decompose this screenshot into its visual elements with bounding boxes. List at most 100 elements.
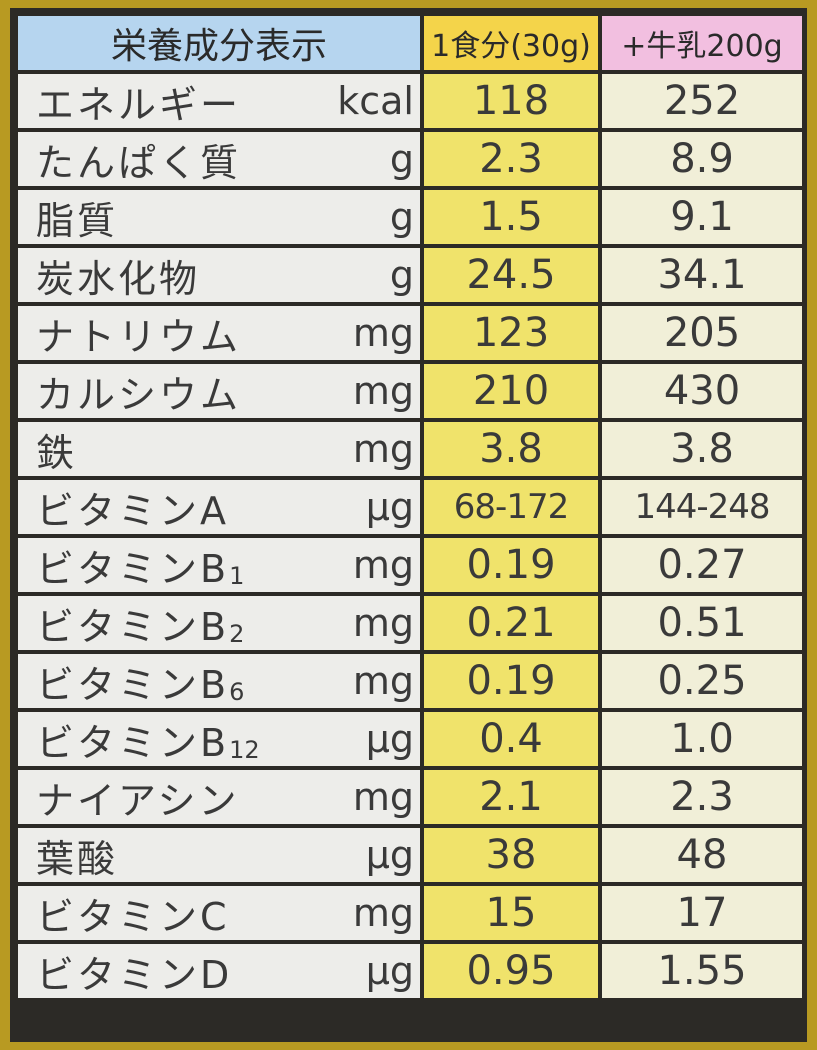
nutrient-unit: mg — [352, 775, 414, 819]
nutrient-cell: ビタミンB1 mg — [18, 538, 420, 592]
nutrient-name: ビタミンA — [36, 488, 229, 533]
nutrient-cell: ビタミンB12 μg — [18, 712, 420, 766]
value-per-serving: 2.1 — [424, 770, 598, 824]
table-header-row: 栄養成分表示 1食分(30g) +牛乳200g — [18, 16, 802, 70]
table-row: 脂質 g 1.5 9.1 — [18, 190, 802, 244]
nutrient-cell: ビタミンB2 mg — [18, 596, 420, 650]
value-per-serving: 0.19 — [424, 654, 598, 708]
nutrient-cell: ナトリウム mg — [18, 306, 420, 360]
nutrient-cell: ビタミンA μg — [18, 480, 420, 534]
value-with-milk: 0.25 — [602, 654, 802, 708]
value-with-milk: 144-248 — [602, 480, 802, 534]
value-per-serving: 0.95 — [424, 944, 598, 998]
nutrient-name: ビタミンD — [36, 952, 233, 997]
value-with-milk: 430 — [602, 364, 802, 418]
nutrient-subscript: 2 — [229, 619, 245, 648]
table-row: ビタミンA μg 68-172 144-248 — [18, 480, 802, 534]
nutrient-cell: ビタミンD μg — [18, 944, 420, 998]
nutrient-cell: 葉酸 μg — [18, 828, 420, 882]
column-header-per-serving: 1食分(30g) — [424, 16, 598, 70]
table-row: 鉄 mg 3.8 3.8 — [18, 422, 802, 476]
nutrient-name: 炭水化物 — [36, 256, 201, 301]
table-row: ビタミンD μg 0.95 1.55 — [18, 944, 802, 998]
value-with-milk: 0.51 — [602, 596, 802, 650]
nutrient-cell: カルシウム mg — [18, 364, 420, 418]
nutrient-unit: mg — [352, 369, 414, 413]
nutrient-cell: 脂質 g — [18, 190, 420, 244]
nutrient-unit: μg — [365, 717, 414, 761]
column-header-with-milk: +牛乳200g — [602, 16, 802, 70]
nutrient-name: カルシウム — [36, 372, 242, 417]
nutrient-subscript: 6 — [229, 677, 245, 706]
nutrient-name: ナトリウム — [36, 314, 242, 359]
nutrient-cell: 炭水化物 g — [18, 248, 420, 302]
nutrient-name: ビタミンB6 — [36, 662, 245, 707]
nutrient-cell: エネルギー kcal — [18, 74, 420, 128]
table-row: ビタミンB1 mg 0.19 0.27 — [18, 538, 802, 592]
nutrient-unit: μg — [365, 833, 414, 877]
value-per-serving: 0.4 — [424, 712, 598, 766]
table-row: ビタミンB12 μg 0.4 1.0 — [18, 712, 802, 766]
nutrient-unit: mg — [352, 311, 414, 355]
nutrient-unit: μg — [365, 949, 414, 993]
nutrient-cell: ナイアシン mg — [18, 770, 420, 824]
nutrient-name: エネルギー — [36, 82, 242, 127]
value-per-serving: 2.3 — [424, 132, 598, 186]
nutrient-cell: ビタミンC mg — [18, 886, 420, 940]
nutrient-unit: μg — [365, 485, 414, 529]
nutrition-table: 栄養成分表示 1食分(30g) +牛乳200g エネルギー kcal 118 2… — [14, 12, 806, 1002]
nutrient-unit: kcal — [337, 79, 414, 123]
value-per-serving: 0.19 — [424, 538, 598, 592]
value-per-serving: 210 — [424, 364, 598, 418]
value-per-serving: 68-172 — [424, 480, 598, 534]
table-row: 炭水化物 g 24.5 34.1 — [18, 248, 802, 302]
nutrient-unit: mg — [352, 601, 414, 645]
nutrient-name: ビタミンB12 — [36, 720, 260, 765]
value-per-serving: 0.21 — [424, 596, 598, 650]
nutrient-name: たんぱく質 — [36, 140, 242, 185]
nutrient-name: 脂質 — [36, 198, 119, 243]
table-row: 葉酸 μg 38 48 — [18, 828, 802, 882]
value-with-milk: 252 — [602, 74, 802, 128]
table-row: ビタミンB6 mg 0.19 0.25 — [18, 654, 802, 708]
nutrient-name: ビタミンC — [36, 894, 230, 939]
nutrient-unit: g — [389, 137, 414, 181]
nutrient-cell: ビタミンB6 mg — [18, 654, 420, 708]
value-with-milk: 1.55 — [602, 944, 802, 998]
value-per-serving: 123 — [424, 306, 598, 360]
nutrient-unit: mg — [352, 543, 414, 587]
table-row: ビタミンC mg 15 17 — [18, 886, 802, 940]
value-with-milk: 34.1 — [602, 248, 802, 302]
value-per-serving: 15 — [424, 886, 598, 940]
value-per-serving: 1.5 — [424, 190, 598, 244]
table-row: ナイアシン mg 2.1 2.3 — [18, 770, 802, 824]
value-with-milk: 8.9 — [602, 132, 802, 186]
nutrient-name: ビタミンB1 — [36, 546, 245, 591]
table-row: カルシウム mg 210 430 — [18, 364, 802, 418]
nutrient-unit: g — [389, 253, 414, 297]
nutrient-subscript: 1 — [229, 561, 245, 590]
value-with-milk: 1.0 — [602, 712, 802, 766]
table-row: エネルギー kcal 118 252 — [18, 74, 802, 128]
table-row: ビタミンB2 mg 0.21 0.51 — [18, 596, 802, 650]
value-with-milk: 48 — [602, 828, 802, 882]
nutrient-name: 葉酸 — [36, 836, 119, 881]
nutrient-unit: g — [389, 195, 414, 239]
value-per-serving: 118 — [424, 74, 598, 128]
nutrient-cell: たんぱく質 g — [18, 132, 420, 186]
value-with-milk: 3.8 — [602, 422, 802, 476]
table-row: ナトリウム mg 123 205 — [18, 306, 802, 360]
value-with-milk: 17 — [602, 886, 802, 940]
nutrient-name: ナイアシン — [36, 778, 240, 823]
value-with-milk: 9.1 — [602, 190, 802, 244]
nutrition-facts-panel: 栄養成分表示 1食分(30g) +牛乳200g エネルギー kcal 118 2… — [10, 8, 807, 1042]
table-title: 栄養成分表示 — [18, 16, 420, 70]
nutrient-name: ビタミンB2 — [36, 604, 245, 649]
nutrient-unit: mg — [352, 659, 414, 703]
nutrient-unit: mg — [352, 427, 414, 471]
nutrient-unit: mg — [352, 891, 414, 935]
nutrient-cell: 鉄 mg — [18, 422, 420, 476]
value-per-serving: 38 — [424, 828, 598, 882]
table-row: たんぱく質 g 2.3 8.9 — [18, 132, 802, 186]
value-per-serving: 24.5 — [424, 248, 598, 302]
